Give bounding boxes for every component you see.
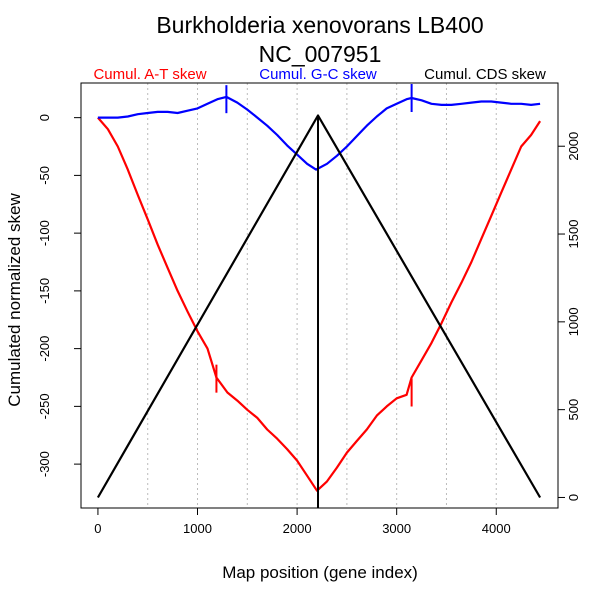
- x-tick-label: 4000: [482, 521, 511, 536]
- y2-tick-label: 1500: [566, 220, 581, 249]
- axes: 0 1000 2000 3000 4000 0 -50 -100 -150 -200 -250 -30…: [37, 82, 581, 536]
- y2-tick-label: 1000: [566, 307, 581, 336]
- grid-lines: [147, 83, 497, 508]
- plot-frame: [80, 82, 559, 509]
- y-tick-label: -100: [37, 220, 52, 246]
- y-tick-label: -300: [37, 451, 52, 477]
- y-tick-label: -50: [37, 166, 52, 185]
- legend-entry: Cumul. CDS skew: [424, 66, 546, 83]
- x-tick-label: 0: [94, 521, 101, 536]
- chart-title: Burkholderia xenovorans LB400: [156, 12, 483, 38]
- y-axis-label: Cumulated normalized skew: [5, 193, 24, 407]
- y-tick-label: -200: [37, 336, 52, 362]
- legend: Cumul. A-T skew Cumul. G-C skew Cumul. CDS…: [93, 66, 546, 83]
- y2-tick-label: 500: [566, 399, 581, 421]
- y-tick-label: -250: [37, 393, 52, 419]
- y-tick-label: 0: [37, 114, 52, 121]
- y2-tick-label: 0: [566, 494, 581, 501]
- x-tick-label: 1000: [183, 521, 212, 536]
- plot-area: [96, 84, 542, 508]
- series-line-0: [97, 116, 542, 492]
- x-tick-label: 3000: [382, 521, 411, 536]
- x-tick-label: 2000: [283, 521, 312, 536]
- series-line-1: [97, 95, 541, 171]
- y2-tick-label: 2000: [566, 132, 581, 161]
- legend-entry: Cumul. G-C skew: [259, 66, 377, 83]
- x-axis-label: Map position (gene index): [222, 563, 418, 582]
- y-tick-label: -150: [37, 278, 52, 304]
- chart-subtitle: NC_007951: [259, 41, 382, 67]
- legend-entry: Cumul. A-T skew: [93, 66, 206, 83]
